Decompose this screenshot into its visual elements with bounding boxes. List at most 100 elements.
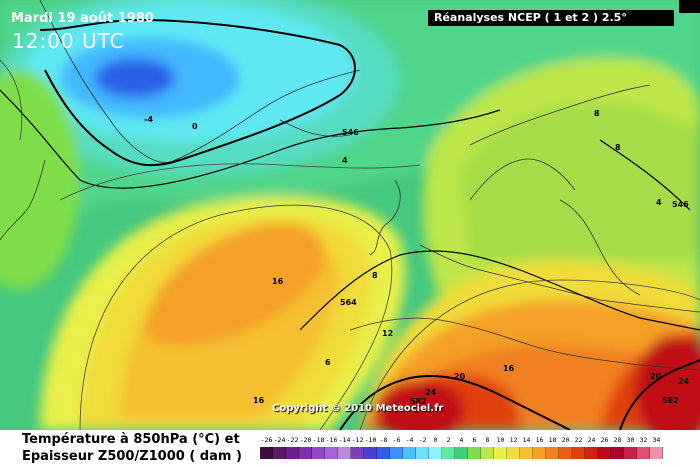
scale-swatch bbox=[494, 447, 507, 459]
map-label: 582 bbox=[662, 396, 679, 405]
scale-swatch bbox=[351, 447, 364, 459]
scale-swatch bbox=[338, 447, 351, 459]
scale-tick-label: 34 bbox=[652, 436, 661, 444]
legend-footer: Température à 850hPa (°C) et Epaisseur Z… bbox=[0, 430, 700, 467]
scale-swatch bbox=[507, 447, 520, 459]
scale-swatch bbox=[481, 447, 494, 459]
scale-tick-label: 4 bbox=[459, 436, 464, 444]
scale-tick-label: -2 bbox=[418, 436, 427, 444]
scale-swatch bbox=[585, 447, 598, 459]
temperature-fields bbox=[0, 0, 700, 430]
scale-tick-label: -8 bbox=[379, 436, 388, 444]
map-label: 20 bbox=[454, 372, 466, 381]
scale-swatch bbox=[403, 447, 416, 459]
legend-title: Température à 850hPa (°C) et Epaisseur Z… bbox=[22, 431, 242, 465]
scale-swatch bbox=[533, 447, 546, 459]
scale-tick-label: 14 bbox=[522, 436, 531, 444]
scale-swatch bbox=[286, 447, 299, 459]
close-icon[interactable] bbox=[679, 0, 700, 13]
scale-tick-label: -4 bbox=[405, 436, 414, 444]
scale-tick-label: 8 bbox=[485, 436, 490, 444]
scale-tick-label: -12 bbox=[351, 436, 364, 444]
date-label: Mardi 19 août 1980 bbox=[11, 11, 154, 26]
scale-swatch bbox=[468, 447, 481, 459]
scale-swatch bbox=[442, 447, 455, 459]
map-label: 24 bbox=[678, 377, 690, 386]
map-label: 564 bbox=[340, 298, 357, 307]
scale-tick-label: 10 bbox=[496, 436, 505, 444]
temperature-map: -4 0 546 4 8 8 4 546 16 8 564 12 6 16 24… bbox=[0, 0, 700, 430]
map-label: 4 bbox=[342, 156, 348, 165]
map-area: -4 0 546 4 8 8 4 546 16 8 564 12 6 16 24… bbox=[0, 0, 700, 430]
map-label: 16 bbox=[503, 364, 515, 373]
map-label: 12 bbox=[382, 329, 393, 338]
scale-tick-label: -24 bbox=[273, 436, 286, 444]
scale-tick-label: 0 bbox=[433, 436, 438, 444]
copyright-text: Copyright © 2010 Meteociel.fr bbox=[272, 403, 444, 414]
scale-swatch bbox=[312, 447, 325, 459]
scale-swatch bbox=[273, 447, 286, 459]
scale-swatch bbox=[546, 447, 559, 459]
color-scale bbox=[260, 447, 663, 459]
scale-tick-label: 16 bbox=[535, 436, 544, 444]
scale-tick-label: -22 bbox=[286, 436, 299, 444]
scale-tick-label: -6 bbox=[392, 436, 401, 444]
scale-swatch bbox=[559, 447, 572, 459]
scale-tick-label: -14 bbox=[338, 436, 351, 444]
scale-tick-label: -16 bbox=[325, 436, 338, 444]
scale-swatch bbox=[364, 447, 377, 459]
reanalysis-banner: Réanalyses NCEP ( 1 et 2 ) 2.5° bbox=[428, 10, 674, 26]
scale-tick-label: 30 bbox=[626, 436, 635, 444]
legend-title-line2: Epaisseur Z500/Z1000 ( dam ) bbox=[22, 449, 242, 464]
map-label: 546 bbox=[342, 128, 359, 137]
scale-tick-label: -20 bbox=[299, 436, 312, 444]
scale-tick-label: 28 bbox=[613, 436, 622, 444]
isotherm-lines bbox=[0, 59, 700, 430]
scale-swatch bbox=[429, 447, 442, 459]
scale-tick-label: 24 bbox=[587, 436, 596, 444]
scale-tick-label: -26 bbox=[260, 436, 273, 444]
scale-tick-label: 26 bbox=[600, 436, 609, 444]
scale-swatch bbox=[611, 447, 624, 459]
scale-swatch bbox=[650, 447, 663, 459]
map-label: 24 bbox=[425, 388, 437, 397]
scale-tick-label: 18 bbox=[548, 436, 557, 444]
map-labels: -4 0 546 4 8 8 4 546 16 8 564 12 6 16 24… bbox=[144, 109, 690, 406]
map-label: 8 bbox=[372, 271, 378, 280]
scale-swatch bbox=[416, 447, 429, 459]
thickness-lines bbox=[0, 18, 700, 430]
map-label: 20 bbox=[650, 372, 662, 381]
scale-swatch bbox=[390, 447, 403, 459]
map-label: 16 bbox=[253, 396, 265, 405]
map-label: -4 bbox=[144, 115, 153, 124]
map-label: 6 bbox=[325, 358, 331, 367]
scale-swatch bbox=[637, 447, 650, 459]
scale-swatch bbox=[520, 447, 533, 459]
scale-swatch bbox=[598, 447, 611, 459]
scale-tick-label: 6 bbox=[472, 436, 477, 444]
legend-title-line1: Température à 850hPa (°C) et bbox=[22, 432, 240, 447]
scale-tick-label: -10 bbox=[364, 436, 377, 444]
scale-swatch bbox=[455, 447, 468, 459]
map-label: 0 bbox=[192, 122, 198, 131]
map-label: 582 bbox=[410, 397, 427, 406]
scale-tick-label: 20 bbox=[561, 436, 570, 444]
scale-swatch bbox=[260, 447, 273, 459]
scale-tick-label: 2 bbox=[446, 436, 451, 444]
scale-swatch bbox=[572, 447, 585, 459]
time-label: 12:00 UTC bbox=[12, 29, 125, 53]
scale-tick-label: 32 bbox=[639, 436, 648, 444]
scale-swatch bbox=[624, 447, 637, 459]
scale-swatch bbox=[299, 447, 312, 459]
scale-swatch bbox=[325, 447, 338, 459]
map-label: 4 bbox=[656, 198, 662, 207]
scale-tick-label: 12 bbox=[509, 436, 518, 444]
map-label: 16 bbox=[272, 277, 284, 286]
map-label: 546 bbox=[672, 200, 689, 209]
map-label: 8 bbox=[615, 143, 621, 152]
scale-tick-label: -18 bbox=[312, 436, 325, 444]
map-label: 8 bbox=[594, 109, 600, 118]
scale-tick-label: 22 bbox=[574, 436, 583, 444]
scale-swatch bbox=[377, 447, 390, 459]
coastlines bbox=[0, 0, 700, 371]
